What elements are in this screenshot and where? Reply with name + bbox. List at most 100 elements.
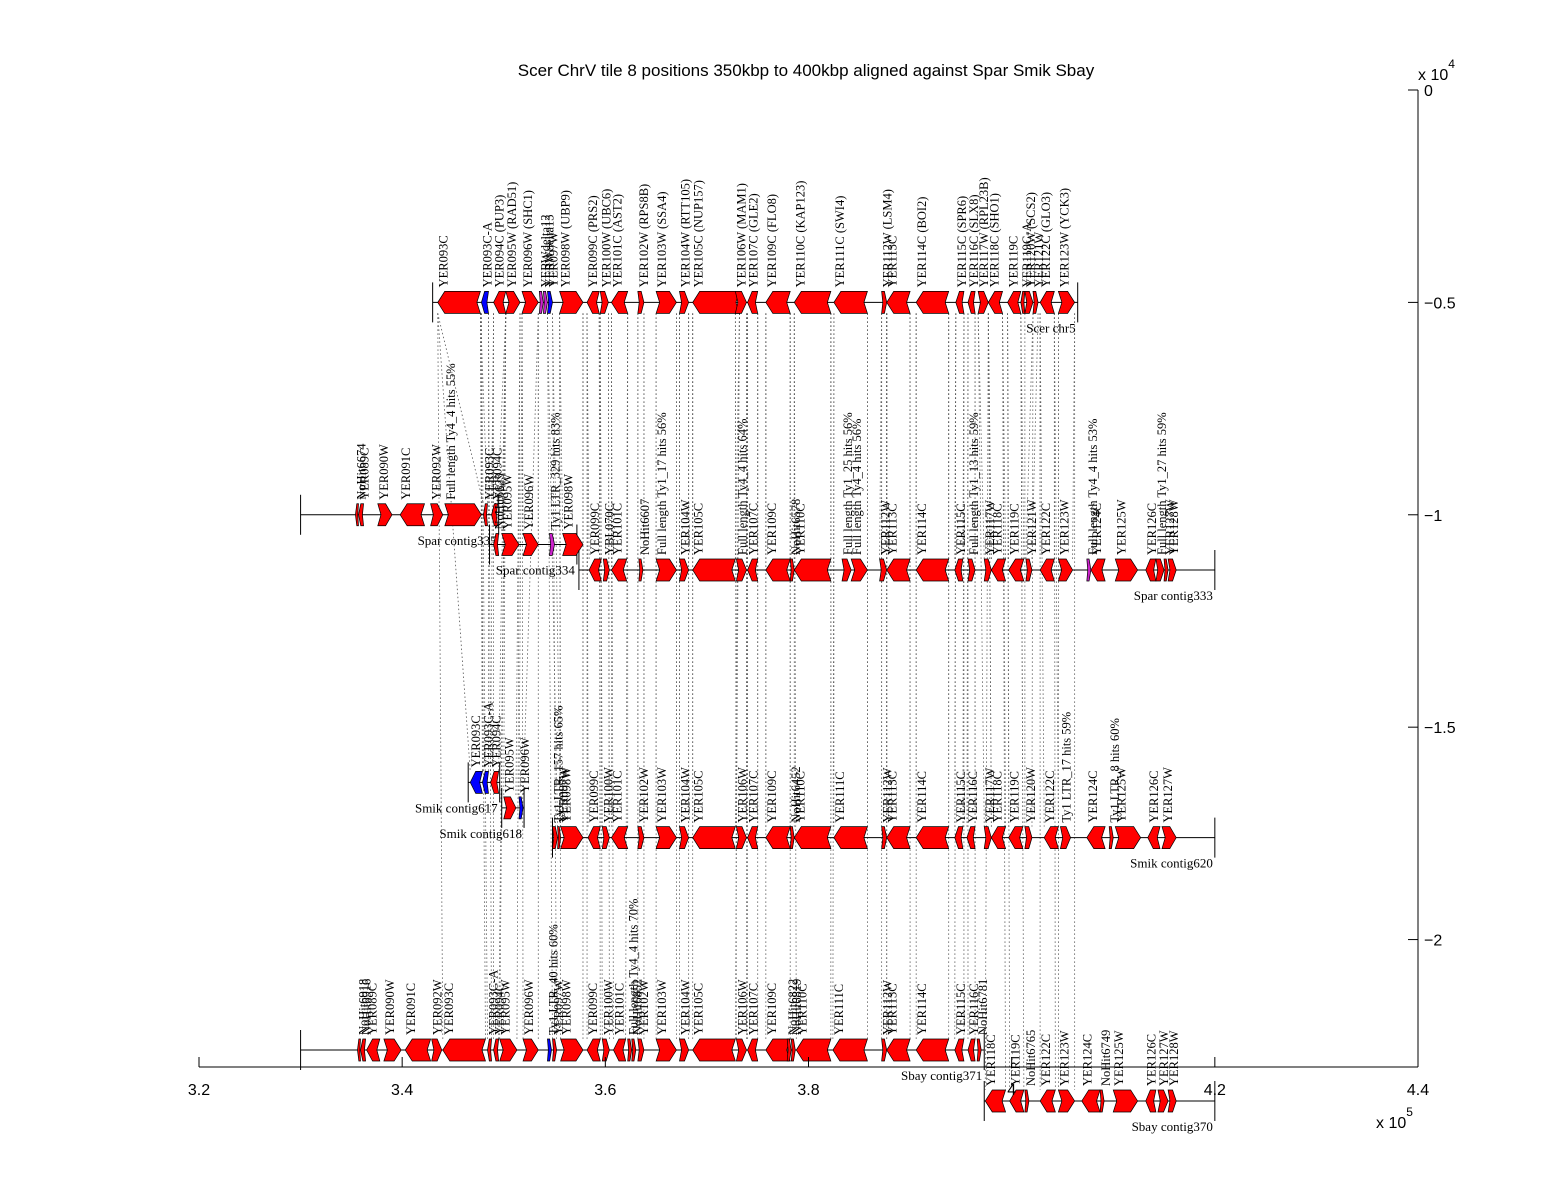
gene-arrow <box>404 1038 432 1062</box>
gene-label: YER095W (RAD51) <box>505 182 519 288</box>
gene-arrow <box>692 1038 736 1062</box>
gene-label: YER097W <box>546 232 560 288</box>
gene-arrow <box>549 533 555 556</box>
gene-arrow <box>631 1038 637 1062</box>
gene-arrow <box>1024 1089 1030 1113</box>
gene-label: YER112W <box>881 767 895 822</box>
gene-label: YER118C <box>990 503 1004 555</box>
gene-arrow <box>399 503 425 527</box>
gene-label: YER093C-A <box>481 702 495 767</box>
axes-layer: 3.2 3.4 3.6 3.8 4 4.2 4.4 0−0.5−1−1.5−2 x 105 … <box>188 57 1456 1132</box>
gene-label: Ty1 LTR_40 hits 60% <box>546 924 560 1035</box>
y-tick-label: −1 <box>1424 508 1442 525</box>
gene-arrow <box>881 826 888 849</box>
gene-arrow <box>735 826 747 849</box>
gene-arrow <box>655 558 677 582</box>
contig-track: Smik contig620 Ty1 LTR_157 hits 65%YER097… <box>552 706 1216 871</box>
gene-label: YER114C <box>915 983 929 1035</box>
y-tick-label: −0.5 <box>1424 295 1456 312</box>
gene-label: YER103W <box>655 767 669 823</box>
ortholog-link <box>1002 313 1006 1090</box>
gene-label: YER095W <box>503 737 517 793</box>
gene-label: YER117W <box>983 767 997 822</box>
gene-label: YER110C (KAP123) <box>793 181 807 288</box>
gene-arrow <box>1099 1089 1105 1113</box>
gene-label: YER106W <box>735 767 749 823</box>
gene-arrow <box>983 558 992 582</box>
gene-arrow <box>601 1038 610 1062</box>
gene-label: YER110C <box>793 771 807 823</box>
gene-arrow <box>1147 826 1161 849</box>
ortholog-link <box>607 313 610 1040</box>
gene-arrow <box>1112 1089 1139 1113</box>
contig-name-label: Smik contig618 <box>439 826 522 841</box>
gene-arrow <box>1008 826 1024 849</box>
gene-label: YER126C <box>1147 771 1161 823</box>
y-tick-label: −2 <box>1424 933 1442 950</box>
gene-arrow <box>587 826 601 849</box>
gene-arrow <box>915 558 950 582</box>
ortholog-link <box>522 313 539 797</box>
ortholog-link <box>499 313 507 1040</box>
gene-label: YER109C <box>765 771 779 823</box>
gene-label: YER109C (FLO8) <box>765 194 779 287</box>
gene-arrow <box>493 291 507 314</box>
gene-arrow <box>1024 826 1033 849</box>
gene-arrow <box>562 533 584 556</box>
gene-arrow <box>360 1038 366 1062</box>
gene-label: YER122C (GLO3) <box>1039 192 1053 287</box>
gene-arrow <box>355 503 359 527</box>
gene-label: YERWdelta12 <box>538 214 552 287</box>
gene-label: YER094C <box>491 448 505 500</box>
gene-arrow <box>832 1038 868 1062</box>
gene-label: YER127W <box>1157 1030 1171 1086</box>
gene-label: YER107C <box>747 983 761 1035</box>
gene-arrow <box>1059 826 1071 849</box>
gene-arrow <box>1167 1089 1177 1113</box>
gene-label: Full length Ty1_13 hits 59% <box>967 412 981 555</box>
ortholog-link <box>832 313 835 1040</box>
gene-arrow <box>679 291 690 314</box>
ortholog-link <box>1053 313 1056 1090</box>
ortholog-link <box>1031 313 1039 560</box>
gene-arrow <box>552 826 558 849</box>
gene-label: YER107C <box>747 771 761 823</box>
gene-arrow <box>886 1038 911 1062</box>
x-tick-group: 3.2 3.4 3.6 3.8 4 4.2 4.4 <box>188 1057 1429 1099</box>
x-multiplier-exponent: 5 <box>1406 1105 1413 1119</box>
gene-label: YER113C <box>886 503 900 555</box>
gene-arrow <box>1009 1089 1025 1113</box>
gene-label: YER089C <box>357 448 371 500</box>
gene-arrow <box>833 291 868 314</box>
x-tick-label: 3.2 <box>188 1082 210 1099</box>
gene-arrow <box>734 291 747 314</box>
gene-label: YER115C <box>954 983 968 1035</box>
ortholog-link <box>547 313 553 1040</box>
gene-label: YER103W (SSA4) <box>655 191 669 287</box>
gene-label: YER114C <box>915 771 929 823</box>
gene-label: YER111C (SWI4) <box>833 196 847 288</box>
ortholog-link <box>559 313 564 534</box>
x-tick-label: 3.6 <box>594 1082 616 1099</box>
gene-arrow <box>560 1038 584 1062</box>
ortholog-link <box>599 313 603 1040</box>
gene-label: YER098W <box>560 767 574 823</box>
ortholog-link <box>490 313 494 772</box>
gene-arrow <box>501 533 520 556</box>
contig-name-label: Spar contig335 <box>418 533 497 548</box>
gene-arrow <box>1161 826 1177 849</box>
gene-label: YER114C (BOI2) <box>915 197 929 288</box>
gene-label: YBL070C <box>602 503 616 555</box>
gene-label: YER123W <box>1057 499 1071 555</box>
gene-label: YER113C <box>886 236 900 288</box>
gene-label: YER107C <box>747 503 761 555</box>
gene-label: YER118C (SHO1) <box>987 193 1001 287</box>
gene-arrow <box>1157 1089 1169 1113</box>
gene-label: YER092W <box>431 979 445 1035</box>
gene-arrow <box>841 558 852 582</box>
gene-label: YER095W <box>501 474 515 530</box>
gene-label: YER101C <box>610 771 624 823</box>
ortholog-link <box>625 313 629 1040</box>
gene-label: YER111C <box>833 771 847 822</box>
